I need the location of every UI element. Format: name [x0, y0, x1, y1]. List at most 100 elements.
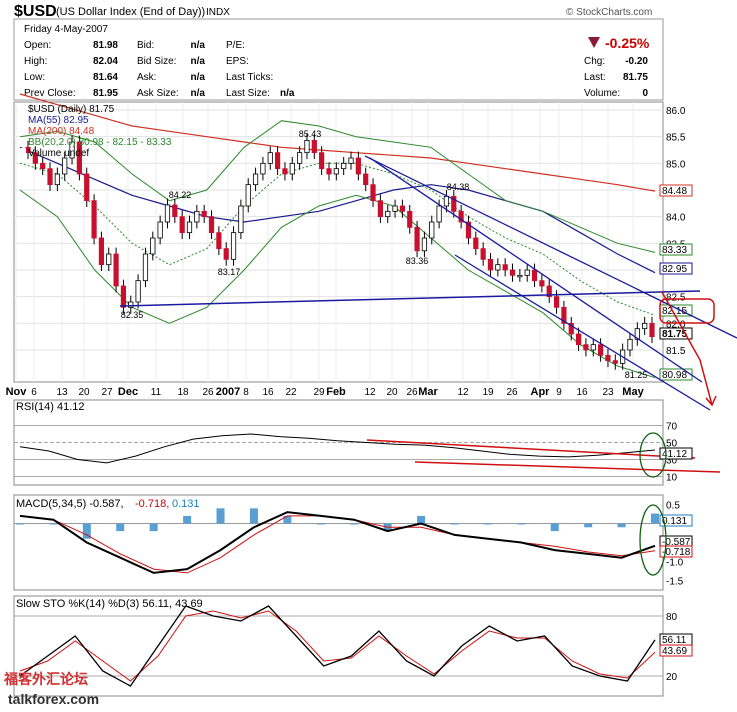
projection-arrow	[661, 291, 713, 406]
price-tick: 85.5	[666, 133, 686, 144]
macd-box-label: -0.718	[662, 547, 691, 558]
macd-hist-bar	[216, 508, 225, 524]
candle-body	[561, 306, 567, 324]
x-tick: Apr	[531, 386, 551, 398]
sto-box-label: 43.69	[662, 646, 687, 657]
candle-body	[517, 274, 523, 278]
candle-body	[642, 322, 648, 330]
ma55-line	[19, 146, 656, 274]
macd-legend-prefix: MACD(5,34,5) -0.587,	[16, 498, 124, 510]
candle-body	[341, 162, 347, 170]
price-annotations: 85.43 84.22 84.38 83.36 83.17 82.35 81.25	[121, 129, 648, 380]
candle-body	[208, 216, 215, 234]
quote-label: High:	[24, 56, 47, 67]
pe-label: P/E:	[226, 40, 245, 51]
price-annotation: 83.17	[218, 267, 241, 277]
x-tick: 20	[78, 387, 90, 398]
bb-upper-line	[19, 120, 656, 253]
x-tick: 8	[243, 387, 249, 398]
candle-body	[216, 232, 222, 250]
x-tick: 19	[482, 387, 494, 398]
price-tick: 84.0	[666, 213, 686, 224]
price-box-label: 80.98	[662, 370, 687, 381]
bid-label: Ask Size:	[137, 88, 179, 99]
x-tick: 16	[262, 387, 274, 398]
macd-line	[19, 511, 656, 574]
candle-body	[333, 168, 339, 175]
x-tick: 26	[506, 387, 518, 398]
candle-body	[392, 205, 398, 212]
channel-lower	[454, 254, 711, 411]
candle-body	[128, 301, 134, 308]
candle-body	[605, 354, 611, 362]
bid-label: Bid Size:	[137, 56, 176, 67]
candle-body	[451, 195, 457, 212]
bid-value: n/a	[191, 56, 206, 67]
chg-value: 81.75	[623, 72, 648, 83]
candle-body	[458, 210, 464, 223]
x-tick: 13	[56, 387, 68, 398]
x-tick: 20	[386, 387, 398, 398]
macd-hist-bar	[517, 523, 526, 525]
price-box-label: 82.15	[662, 306, 687, 317]
candle-body	[98, 237, 105, 266]
x-tick: Dec	[118, 386, 138, 398]
candle-body	[252, 173, 259, 186]
x-tick: 9	[556, 387, 562, 398]
quote-table: Open: High: Low: Prev Close: 81.98 82.04 81.64…	[24, 40, 648, 99]
description: (US Dollar Index (End of Day))	[56, 6, 205, 18]
x-tick: 2007	[216, 386, 240, 398]
pe-label: Last Size:	[226, 88, 270, 99]
macd-hist-bar	[116, 523, 125, 532]
candle-body	[62, 157, 68, 175]
macd-hist-bar	[283, 515, 292, 524]
candle-body	[473, 237, 479, 250]
candle-body	[186, 221, 193, 234]
x-tick: 18	[177, 387, 189, 398]
candle-body	[612, 360, 618, 364]
arrowhead-icon	[705, 395, 717, 407]
macd-hist-bar	[149, 523, 158, 532]
macd-legend-hist: 0.131	[172, 498, 200, 510]
candle-body	[590, 344, 596, 351]
candle-body	[649, 322, 655, 338]
candle-body	[84, 173, 90, 202]
candle-body	[355, 157, 361, 175]
price-box-label: 81.75	[662, 329, 687, 340]
candle-body	[135, 280, 141, 303]
candle-body	[319, 152, 325, 170]
legend-swatch	[18, 126, 26, 134]
price-panel	[13, 101, 664, 383]
bb-mid-line	[19, 162, 656, 316]
price-annotation: 84.22	[169, 190, 192, 200]
candle-body	[436, 205, 442, 223]
price-box	[659, 243, 693, 256]
macd-hist-bar	[183, 515, 192, 524]
down-arrow-icon	[588, 37, 600, 48]
candle-body	[106, 253, 112, 266]
candle-body	[172, 204, 178, 218]
credit[interactable]: © StockCharts.com	[566, 7, 652, 18]
rsi-trendline-lower	[414, 461, 721, 473]
rsi-box-label: 41.12	[662, 449, 687, 460]
candle-body	[363, 173, 369, 186]
candle-body	[32, 152, 38, 164]
x-tick: 23	[602, 387, 614, 398]
candle-body	[502, 264, 508, 271]
candle-body	[385, 210, 391, 218]
macd-legend-signal: -0.718,	[135, 498, 169, 510]
price-axis: 86.085.585.084.584.083.583.082.582.081.5	[666, 106, 686, 357]
candle-body	[583, 344, 589, 351]
rsi-line	[19, 433, 656, 464]
quote-value: 81.64	[93, 72, 118, 83]
legend-entry: MA(55) 82.95	[28, 115, 89, 126]
last-size-value: n/a	[280, 88, 295, 99]
macd-hist-bar	[584, 523, 593, 528]
macd-tick: -1.5	[666, 577, 684, 588]
bid-value: n/a	[191, 72, 206, 83]
x-tick: May	[622, 386, 644, 398]
exchange: INDX	[206, 7, 230, 18]
macd-hist-bar	[483, 523, 492, 525]
